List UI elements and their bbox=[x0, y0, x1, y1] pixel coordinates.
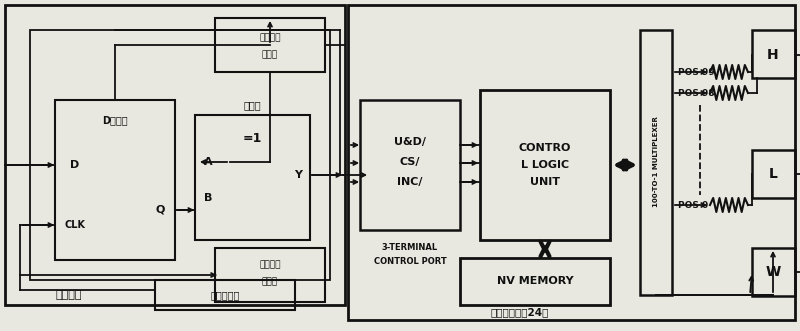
Text: POS 99: POS 99 bbox=[678, 68, 714, 76]
Text: 异或门: 异或门 bbox=[243, 100, 261, 110]
Text: 主控制器: 主控制器 bbox=[55, 290, 82, 300]
Text: 退电路: 退电路 bbox=[262, 51, 278, 60]
Bar bbox=[752, 150, 795, 198]
Text: CLK: CLK bbox=[65, 220, 86, 230]
Text: POS 98: POS 98 bbox=[678, 88, 714, 98]
Bar bbox=[215, 248, 325, 302]
Text: W: W bbox=[766, 265, 781, 279]
Bar bbox=[195, 115, 310, 240]
Text: 3-TERMINAL: 3-TERMINAL bbox=[382, 244, 438, 253]
Text: H: H bbox=[767, 48, 779, 62]
Bar bbox=[640, 30, 672, 295]
Text: D: D bbox=[70, 160, 80, 170]
Bar bbox=[752, 248, 795, 296]
Bar bbox=[480, 90, 610, 240]
Text: 变频平移: 变频平移 bbox=[259, 33, 281, 42]
Text: 变频电平: 变频电平 bbox=[259, 260, 281, 269]
Text: Y: Y bbox=[294, 170, 302, 180]
Text: L LOGIC: L LOGIC bbox=[521, 160, 569, 170]
Text: NV MEMORY: NV MEMORY bbox=[497, 276, 574, 286]
Text: D触发器: D触发器 bbox=[102, 115, 128, 125]
Bar bbox=[5, 5, 345, 305]
Text: CONTRO: CONTRO bbox=[519, 143, 571, 153]
Text: CS/: CS/ bbox=[400, 157, 420, 167]
Text: 可变电阵器（24）: 可变电阵器（24） bbox=[491, 307, 549, 317]
Text: A: A bbox=[204, 157, 212, 167]
Bar bbox=[460, 258, 610, 305]
Text: CONTROL PORT: CONTROL PORT bbox=[374, 258, 446, 266]
Text: L: L bbox=[769, 167, 778, 181]
Text: 100-TO-1 MULTIPLEXER: 100-TO-1 MULTIPLEXER bbox=[653, 117, 659, 208]
Bar bbox=[55, 100, 175, 260]
Bar bbox=[752, 30, 795, 78]
Bar bbox=[348, 5, 795, 320]
Text: INC/: INC/ bbox=[398, 177, 422, 187]
Text: 射电路: 射电路 bbox=[262, 277, 278, 287]
Text: Q: Q bbox=[155, 205, 165, 215]
Text: UNIT: UNIT bbox=[530, 177, 560, 187]
Bar bbox=[360, 100, 460, 230]
Text: =1: =1 bbox=[242, 131, 262, 145]
Text: B: B bbox=[204, 193, 212, 203]
Text: POS 0: POS 0 bbox=[678, 201, 708, 210]
Bar bbox=[155, 280, 295, 310]
Text: U&D/: U&D/ bbox=[394, 137, 426, 147]
Bar bbox=[215, 18, 325, 72]
Bar bbox=[30, 30, 330, 280]
Text: 方波发生器: 方波发生器 bbox=[210, 290, 240, 300]
